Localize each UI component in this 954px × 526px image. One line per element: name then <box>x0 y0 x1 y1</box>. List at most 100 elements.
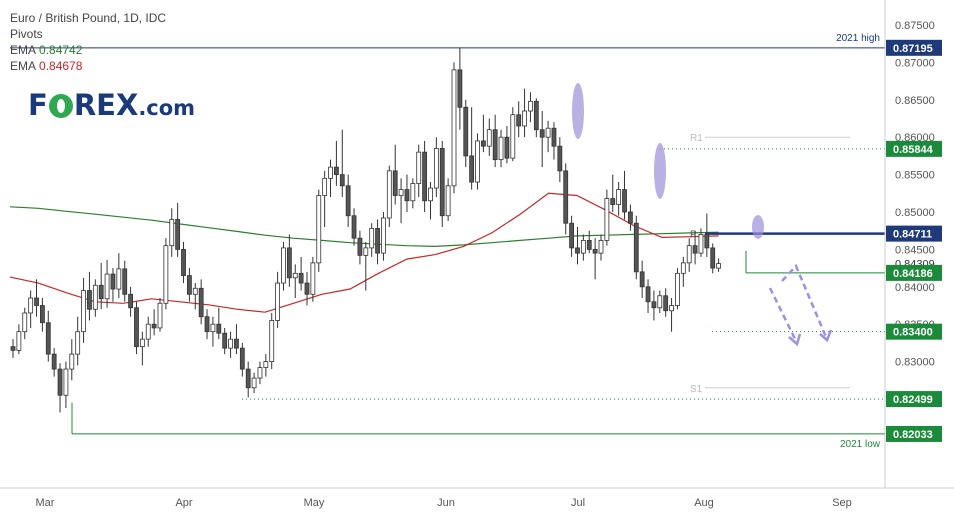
x-tick-label: Mar <box>36 497 55 509</box>
ema-1-value: 0.84742 <box>39 43 83 57</box>
candle <box>457 47 463 130</box>
candle-body <box>463 106 469 157</box>
candle <box>234 324 239 355</box>
candle-body <box>151 323 157 329</box>
candle-body <box>63 368 69 396</box>
candle-body <box>275 282 281 321</box>
candles <box>10 47 721 413</box>
y-tick-label: 0.84000 <box>895 282 935 294</box>
candle <box>445 178 451 221</box>
candle-body <box>592 248 598 254</box>
ema-1-label: EMA <box>10 43 37 57</box>
candle-body <box>551 127 557 147</box>
candle <box>633 215 639 280</box>
candle <box>363 241 369 291</box>
legend-ema-2: EMA 0.84678 <box>10 58 166 74</box>
candle <box>263 354 269 377</box>
candle <box>381 212 386 261</box>
candle <box>616 182 622 216</box>
candle-body <box>710 247 716 269</box>
price-tag: 0.87195 <box>886 39 942 56</box>
candle <box>569 215 574 257</box>
candle-body <box>304 282 310 295</box>
price-tag-box <box>886 391 942 408</box>
ema-2-value: 0.84678 <box>39 59 83 73</box>
candle <box>310 256 316 302</box>
candle-body <box>286 247 292 279</box>
candle <box>257 361 263 385</box>
candle-body <box>475 140 480 183</box>
candle <box>469 107 475 190</box>
horizontal-levels <box>10 47 885 435</box>
x-tick-label: Aug <box>694 497 714 509</box>
candle <box>186 268 192 302</box>
candle <box>292 264 298 299</box>
candle-body <box>698 234 704 254</box>
candle <box>657 290 663 313</box>
candle-body <box>610 198 616 205</box>
candle <box>369 223 375 257</box>
candle <box>669 298 674 332</box>
price-tag: 0.82033 <box>886 425 942 442</box>
candle <box>298 256 304 291</box>
candle <box>134 301 139 355</box>
candle <box>345 174 351 227</box>
candle-body <box>81 290 86 333</box>
candle-body <box>239 347 245 370</box>
candle-body <box>145 323 151 340</box>
candle-body <box>586 240 592 250</box>
candle <box>251 372 257 394</box>
candle-body <box>675 272 680 306</box>
candle <box>451 62 457 194</box>
candle-body <box>263 361 269 368</box>
legend-ema-1: EMA 0.84742 <box>10 42 166 58</box>
candle <box>498 129 504 168</box>
price-tag-box <box>886 39 942 56</box>
candle-body <box>569 222 574 249</box>
candle <box>110 268 116 302</box>
time-axis[interactable]: Mar Apr May Jun Jul Aug Sep <box>0 487 954 509</box>
candle-body <box>163 245 169 304</box>
candle <box>410 178 416 209</box>
candle-body <box>186 275 192 295</box>
price-tag-box <box>886 225 942 242</box>
candle <box>639 260 645 299</box>
candle-body <box>616 189 622 205</box>
candle-body <box>92 284 98 310</box>
candle-body <box>369 228 375 249</box>
candle-body <box>428 187 433 202</box>
candle-body <box>40 305 45 324</box>
candle <box>675 268 680 310</box>
candle-body <box>692 245 698 254</box>
candle-body <box>204 316 210 333</box>
candle-body <box>516 114 522 127</box>
candle <box>545 120 551 153</box>
candle-body <box>139 338 145 348</box>
candle-body <box>580 240 586 254</box>
candle-body <box>375 228 380 254</box>
x-tick-label: Jun <box>437 497 455 509</box>
candle-body <box>486 129 492 147</box>
candle-body <box>539 129 545 138</box>
candle-body <box>157 302 163 329</box>
candle-body <box>557 145 563 172</box>
candle-body <box>175 219 181 250</box>
candle <box>175 203 181 257</box>
candle <box>645 279 651 313</box>
candle-body <box>316 195 322 264</box>
price-tag-label: 0.85844 <box>893 144 934 156</box>
price-axis[interactable]: 0.875000.870000.865000.860000.855000.850… <box>884 0 942 488</box>
candle <box>216 307 222 340</box>
candle <box>492 114 498 168</box>
candle <box>222 327 228 355</box>
candle-body <box>457 69 463 108</box>
candle <box>40 298 45 332</box>
price-tag-label: 0.84711 <box>893 229 932 241</box>
candle-body <box>510 114 516 159</box>
candle <box>680 256 686 287</box>
candle <box>551 122 557 160</box>
arrow-head-1 <box>819 329 833 343</box>
candle <box>598 234 604 261</box>
candle-body <box>169 219 175 247</box>
